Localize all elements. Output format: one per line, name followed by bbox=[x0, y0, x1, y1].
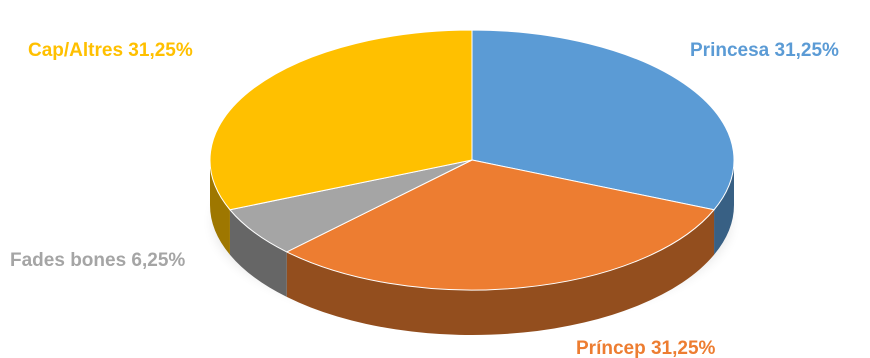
pie-side-princesa bbox=[714, 160, 734, 255]
pie-slice-cap-altres bbox=[209, 29, 473, 211]
pie-side-fades-bones bbox=[229, 209, 287, 297]
pie-tops bbox=[209, 29, 735, 291]
slice-label-cap-altres: Cap/Altres 31,25% bbox=[28, 40, 193, 61]
slice-label-princep: Príncep 31,25% bbox=[576, 338, 716, 358]
pie-side-cap-altres bbox=[210, 160, 230, 255]
pie-side-princep bbox=[286, 209, 715, 336]
slice-label-fades-bones: Fades bones 6,25% bbox=[10, 250, 185, 271]
pie-slice-princesa bbox=[471, 29, 735, 211]
pie-sides bbox=[210, 160, 734, 336]
pie-slice-princep bbox=[286, 159, 715, 291]
slice-label-princesa: Princesa 31,25% bbox=[690, 40, 839, 61]
